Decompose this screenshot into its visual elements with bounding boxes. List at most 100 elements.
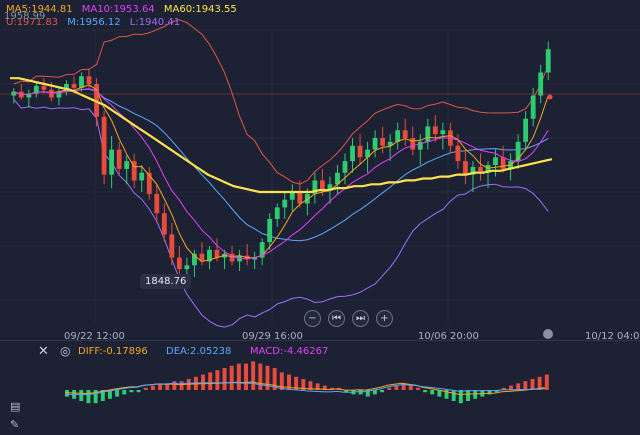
macd-bar	[86, 390, 91, 404]
candle	[470, 161, 476, 192]
panel-divider	[0, 340, 640, 341]
candle	[485, 161, 491, 189]
macd-bar	[509, 385, 513, 390]
candle	[207, 246, 212, 270]
macd-bar	[308, 381, 313, 390]
macd-bar	[179, 381, 184, 390]
macd-bar	[501, 387, 506, 390]
candle	[41, 78, 47, 94]
candle	[342, 153, 348, 185]
legend-ma5: MA5:1944.81	[6, 4, 73, 15]
macd-bar	[236, 363, 241, 390]
macd-bar	[115, 390, 120, 397]
macd-bar	[143, 387, 148, 390]
macd-bar	[394, 385, 399, 390]
zoom-out-button[interactable]: −	[304, 310, 321, 327]
candle	[274, 203, 280, 227]
close-icon[interactable]: ✕	[38, 344, 49, 359]
candle	[71, 76, 77, 92]
macd-bar	[322, 385, 327, 390]
macd-bar	[494, 390, 499, 393]
boll-lower-line	[13, 99, 549, 328]
candle	[372, 130, 378, 158]
moving-average-lines	[10, 77, 553, 262]
macd-bar	[430, 390, 435, 395]
scroll-handle[interactable]	[543, 329, 553, 339]
macd-bar	[215, 370, 220, 390]
candle	[154, 184, 160, 223]
ma-legend: MA5:1944.81 MA10:1953.64 MA60:1943.55	[6, 4, 243, 15]
macd-bar	[129, 390, 134, 393]
candle	[493, 149, 498, 177]
macd-bar	[65, 390, 69, 397]
chart-grid	[0, 29, 640, 325]
candle	[508, 153, 514, 181]
candle	[357, 134, 363, 165]
boll-mid-line	[13, 88, 549, 242]
candlestick-series	[11, 41, 551, 283]
macd-bar	[458, 390, 463, 404]
settings-icon[interactable]: ◎	[60, 344, 71, 358]
macd-dea-line	[64, 382, 545, 396]
macd-bar	[380, 390, 385, 393]
candle	[417, 134, 423, 165]
candle	[259, 238, 265, 266]
boll-legend: U:1971.83 M:1956.12 L:1940.41	[6, 17, 186, 28]
drawing-icon[interactable]: ✎	[10, 418, 20, 431]
macd-bar	[122, 390, 127, 395]
prev-button[interactable]: ⏮	[328, 310, 345, 327]
candle	[463, 149, 468, 185]
indicator-icon[interactable]: ▤	[10, 400, 21, 413]
macd-bar	[93, 390, 98, 404]
macd-bar	[158, 383, 163, 390]
zoom-in-button[interactable]: +	[376, 310, 393, 327]
macd-header: ✕ ◎ DIFF:-0.17896 DEA:2.05238 MACD:-4.46…	[0, 342, 640, 360]
x-label-1: 09/22 12:00	[64, 331, 125, 342]
macd-bar	[466, 390, 470, 401]
macd-bar	[229, 365, 234, 390]
legend-lower: L:1940.41	[129, 17, 181, 28]
macd-bar	[136, 390, 141, 393]
latest-marker	[547, 94, 553, 100]
macd-bar	[473, 390, 478, 399]
macd-bar	[544, 374, 549, 390]
x-label-2: 09/29 16:00	[242, 331, 303, 342]
candle	[229, 246, 235, 266]
macd-bar	[516, 383, 521, 390]
legend-mid: M:1956.12	[67, 17, 121, 28]
candle	[478, 153, 483, 181]
macd-bar	[358, 390, 363, 395]
macd-bar	[401, 383, 406, 390]
macd-bar	[530, 379, 535, 390]
candle	[79, 72, 84, 92]
macd-bar	[537, 376, 542, 390]
next-button[interactable]: ⏭	[352, 310, 369, 327]
macd-value: MACD:-4.46267	[250, 346, 329, 357]
candle	[538, 64, 544, 104]
macd-bar	[244, 363, 248, 390]
candle	[515, 134, 521, 169]
candle	[402, 118, 408, 146]
macd-bar	[523, 381, 528, 390]
macd-bar	[100, 390, 105, 401]
macd-bar	[365, 390, 370, 397]
x-label-4: 10/12 04:00	[585, 331, 640, 342]
candle	[395, 122, 401, 150]
macd-bar	[408, 385, 413, 390]
macd-bar	[294, 376, 299, 390]
x-label-3: 10/06 20:00	[418, 331, 479, 342]
macd-bar	[423, 390, 428, 393]
macd-bar	[315, 383, 320, 390]
macd-bar	[201, 374, 206, 390]
candle	[244, 244, 250, 266]
boll-upper-line	[13, 19, 549, 185]
candle	[380, 126, 386, 154]
candle	[116, 141, 122, 175]
candle	[252, 251, 258, 270]
candle	[131, 153, 137, 189]
macd-bar	[415, 387, 420, 390]
candle	[523, 111, 529, 150]
macd-bar	[329, 387, 334, 390]
macd-bar	[222, 368, 227, 390]
